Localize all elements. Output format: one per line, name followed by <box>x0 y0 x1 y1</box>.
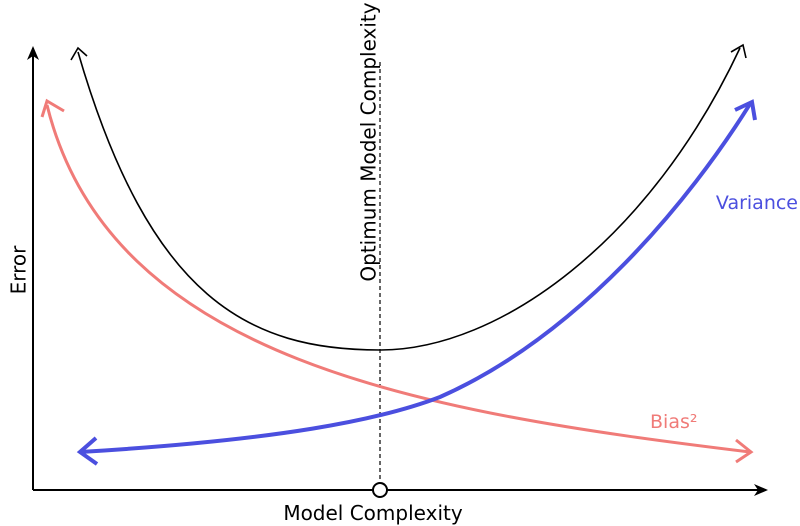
bias-curve <box>45 104 751 454</box>
variance-label: Variance <box>716 192 798 214</box>
x-axis-label: Model Complexity <box>283 501 463 525</box>
bias-label: Bias² <box>650 411 697 433</box>
variance-curve <box>79 102 752 454</box>
total-error-arrow-left <box>70 46 88 61</box>
optimum-marker <box>372 482 388 498</box>
total-error-arrow-right <box>730 43 747 59</box>
variance-arrow-right <box>734 99 757 121</box>
bias-arrow-left <box>40 98 65 118</box>
variance-arrow-left <box>76 436 99 466</box>
total-error-curve <box>77 47 741 351</box>
y-axis-label: Error <box>7 245 31 295</box>
bias-arrow-right <box>735 438 754 464</box>
optimum-label: Optimum Model Complexity <box>357 2 381 281</box>
